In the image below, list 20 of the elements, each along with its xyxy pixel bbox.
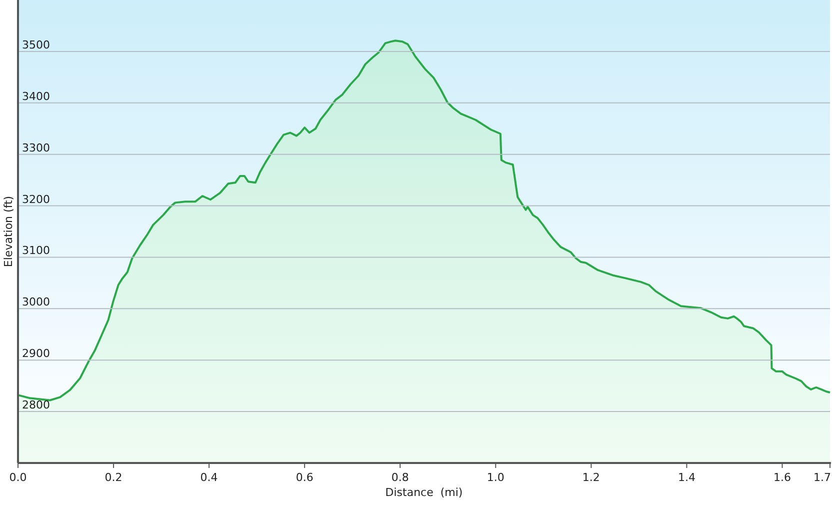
x-tick-label: 0.6: [296, 471, 314, 484]
x-tick-label: 1.2: [582, 471, 600, 484]
y-axis-title: Elevation (ft): [2, 196, 15, 268]
x-tick-label: 1.7: [814, 471, 831, 484]
x-tick-label: 1.0: [486, 471, 504, 484]
x-tick-label: 0.0: [9, 471, 27, 484]
y-tick-label: 2800: [22, 398, 50, 412]
x-tick-label: 0.8: [391, 471, 409, 484]
y-tick-label: 2900: [22, 347, 50, 360]
y-tick-label: 3500: [22, 38, 50, 52]
x-tick-label: 0.2: [104, 471, 122, 484]
y-tick-label: 3000: [22, 296, 50, 309]
y-tick-label: 3100: [22, 244, 50, 258]
x-tick-label: 1.4: [678, 471, 696, 484]
y-tick-label: 3200: [22, 192, 50, 206]
x-axis-title: Distance (mi): [385, 486, 463, 499]
y-tick-label: 3400: [22, 90, 50, 103]
y-tick-label: 3300: [22, 141, 50, 154]
x-tick-label: 1.6: [773, 471, 791, 484]
x-tick-label: 0.4: [200, 471, 218, 484]
